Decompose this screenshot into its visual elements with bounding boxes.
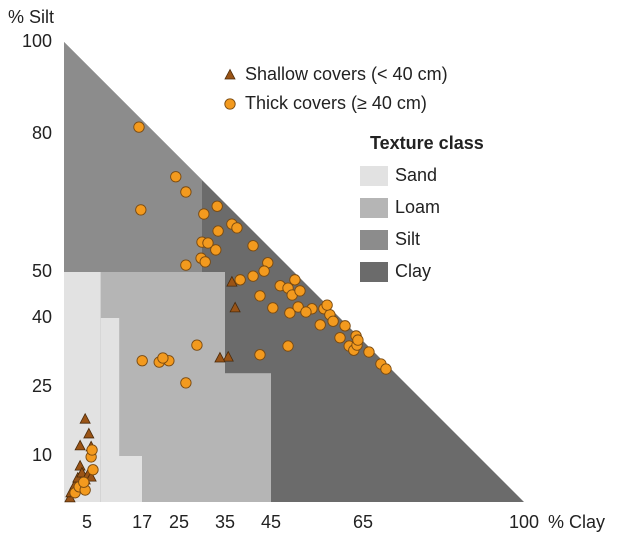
triangle-point	[74, 459, 86, 471]
circle-point	[334, 332, 346, 344]
triangle-point	[83, 427, 95, 439]
texture-region	[64, 42, 202, 272]
circle-point	[199, 256, 211, 268]
circle-point	[380, 363, 392, 375]
legend-swatch	[360, 262, 388, 282]
x-tick-label: 35	[215, 512, 235, 532]
x-tick-label: 100	[509, 512, 539, 532]
legend-label: Loam	[395, 197, 440, 217]
x-tick-label: 45	[261, 512, 281, 532]
circle-point	[363, 346, 375, 358]
legend-swatch	[360, 198, 388, 218]
texture-region	[100, 456, 143, 502]
triangle-point	[74, 439, 86, 451]
circle-point	[352, 334, 364, 346]
legend-label: Shallow covers (< 40 cm)	[245, 64, 448, 84]
legend-title: Texture class	[370, 133, 484, 153]
x-tick-label: 5	[82, 512, 92, 532]
circle-point	[282, 340, 294, 352]
circle-point	[86, 444, 98, 456]
legend-label: Thick covers (≥ 40 cm)	[245, 93, 427, 113]
x-axis-title: % Clay	[548, 512, 605, 532]
triangle-point	[79, 412, 91, 424]
circle-point	[211, 200, 223, 212]
circle-point	[170, 171, 182, 183]
circle-point	[339, 320, 351, 332]
circle-point	[292, 301, 304, 313]
x-tick-label: 17	[132, 512, 152, 532]
circle-point	[327, 315, 339, 327]
circle-point	[191, 339, 203, 351]
y-tick-label: 100	[22, 31, 52, 51]
x-tick-label: 25	[169, 512, 189, 532]
triangle-point	[214, 351, 226, 363]
x-tick-label: 65	[353, 512, 373, 532]
triangle-point	[222, 350, 234, 362]
circle-point	[289, 274, 301, 286]
legend-label: Clay	[395, 261, 431, 281]
circle-point	[300, 306, 312, 318]
legend-label: Sand	[395, 165, 437, 185]
circle-point	[294, 285, 306, 297]
circle-point	[234, 274, 246, 286]
circle-point	[136, 355, 148, 367]
circle-point	[133, 121, 145, 133]
circle-point	[267, 302, 279, 314]
legend-swatch	[360, 166, 388, 186]
y-axis-title: % Silt	[8, 7, 54, 27]
triangle-point	[226, 275, 238, 287]
circle-point	[314, 319, 326, 331]
legend-swatch	[360, 230, 388, 250]
circle-point	[254, 349, 266, 361]
legend-label: Silt	[395, 229, 420, 249]
legend-marker	[224, 68, 236, 80]
y-tick-label: 50	[32, 261, 52, 281]
texture-region	[64, 272, 101, 502]
circle-point	[180, 186, 192, 198]
texture-region	[100, 318, 120, 456]
circle-point	[198, 208, 210, 220]
triangle-point	[229, 301, 241, 313]
circle-point	[78, 476, 90, 488]
legend-marker	[224, 98, 236, 110]
circle-point	[212, 225, 224, 237]
y-tick-label: 10	[32, 445, 52, 465]
circle-point	[157, 352, 169, 364]
triangle-point	[85, 470, 97, 482]
texture-region	[142, 373, 271, 502]
circle-point	[180, 377, 192, 389]
circle-point	[210, 244, 222, 256]
y-tick-label: 80	[32, 123, 52, 143]
circle-point	[202, 237, 214, 249]
y-tick-label: 25	[32, 376, 52, 396]
circle-point	[321, 299, 333, 311]
circle-point	[254, 290, 266, 302]
circle-point	[284, 307, 296, 319]
circle-point	[258, 265, 270, 277]
circle-point	[180, 259, 192, 271]
circle-point	[247, 240, 259, 252]
circle-point	[231, 222, 243, 234]
circle-point	[247, 270, 259, 282]
circle-point	[135, 204, 147, 216]
circle-point	[87, 464, 99, 476]
y-tick-label: 40	[32, 307, 52, 327]
